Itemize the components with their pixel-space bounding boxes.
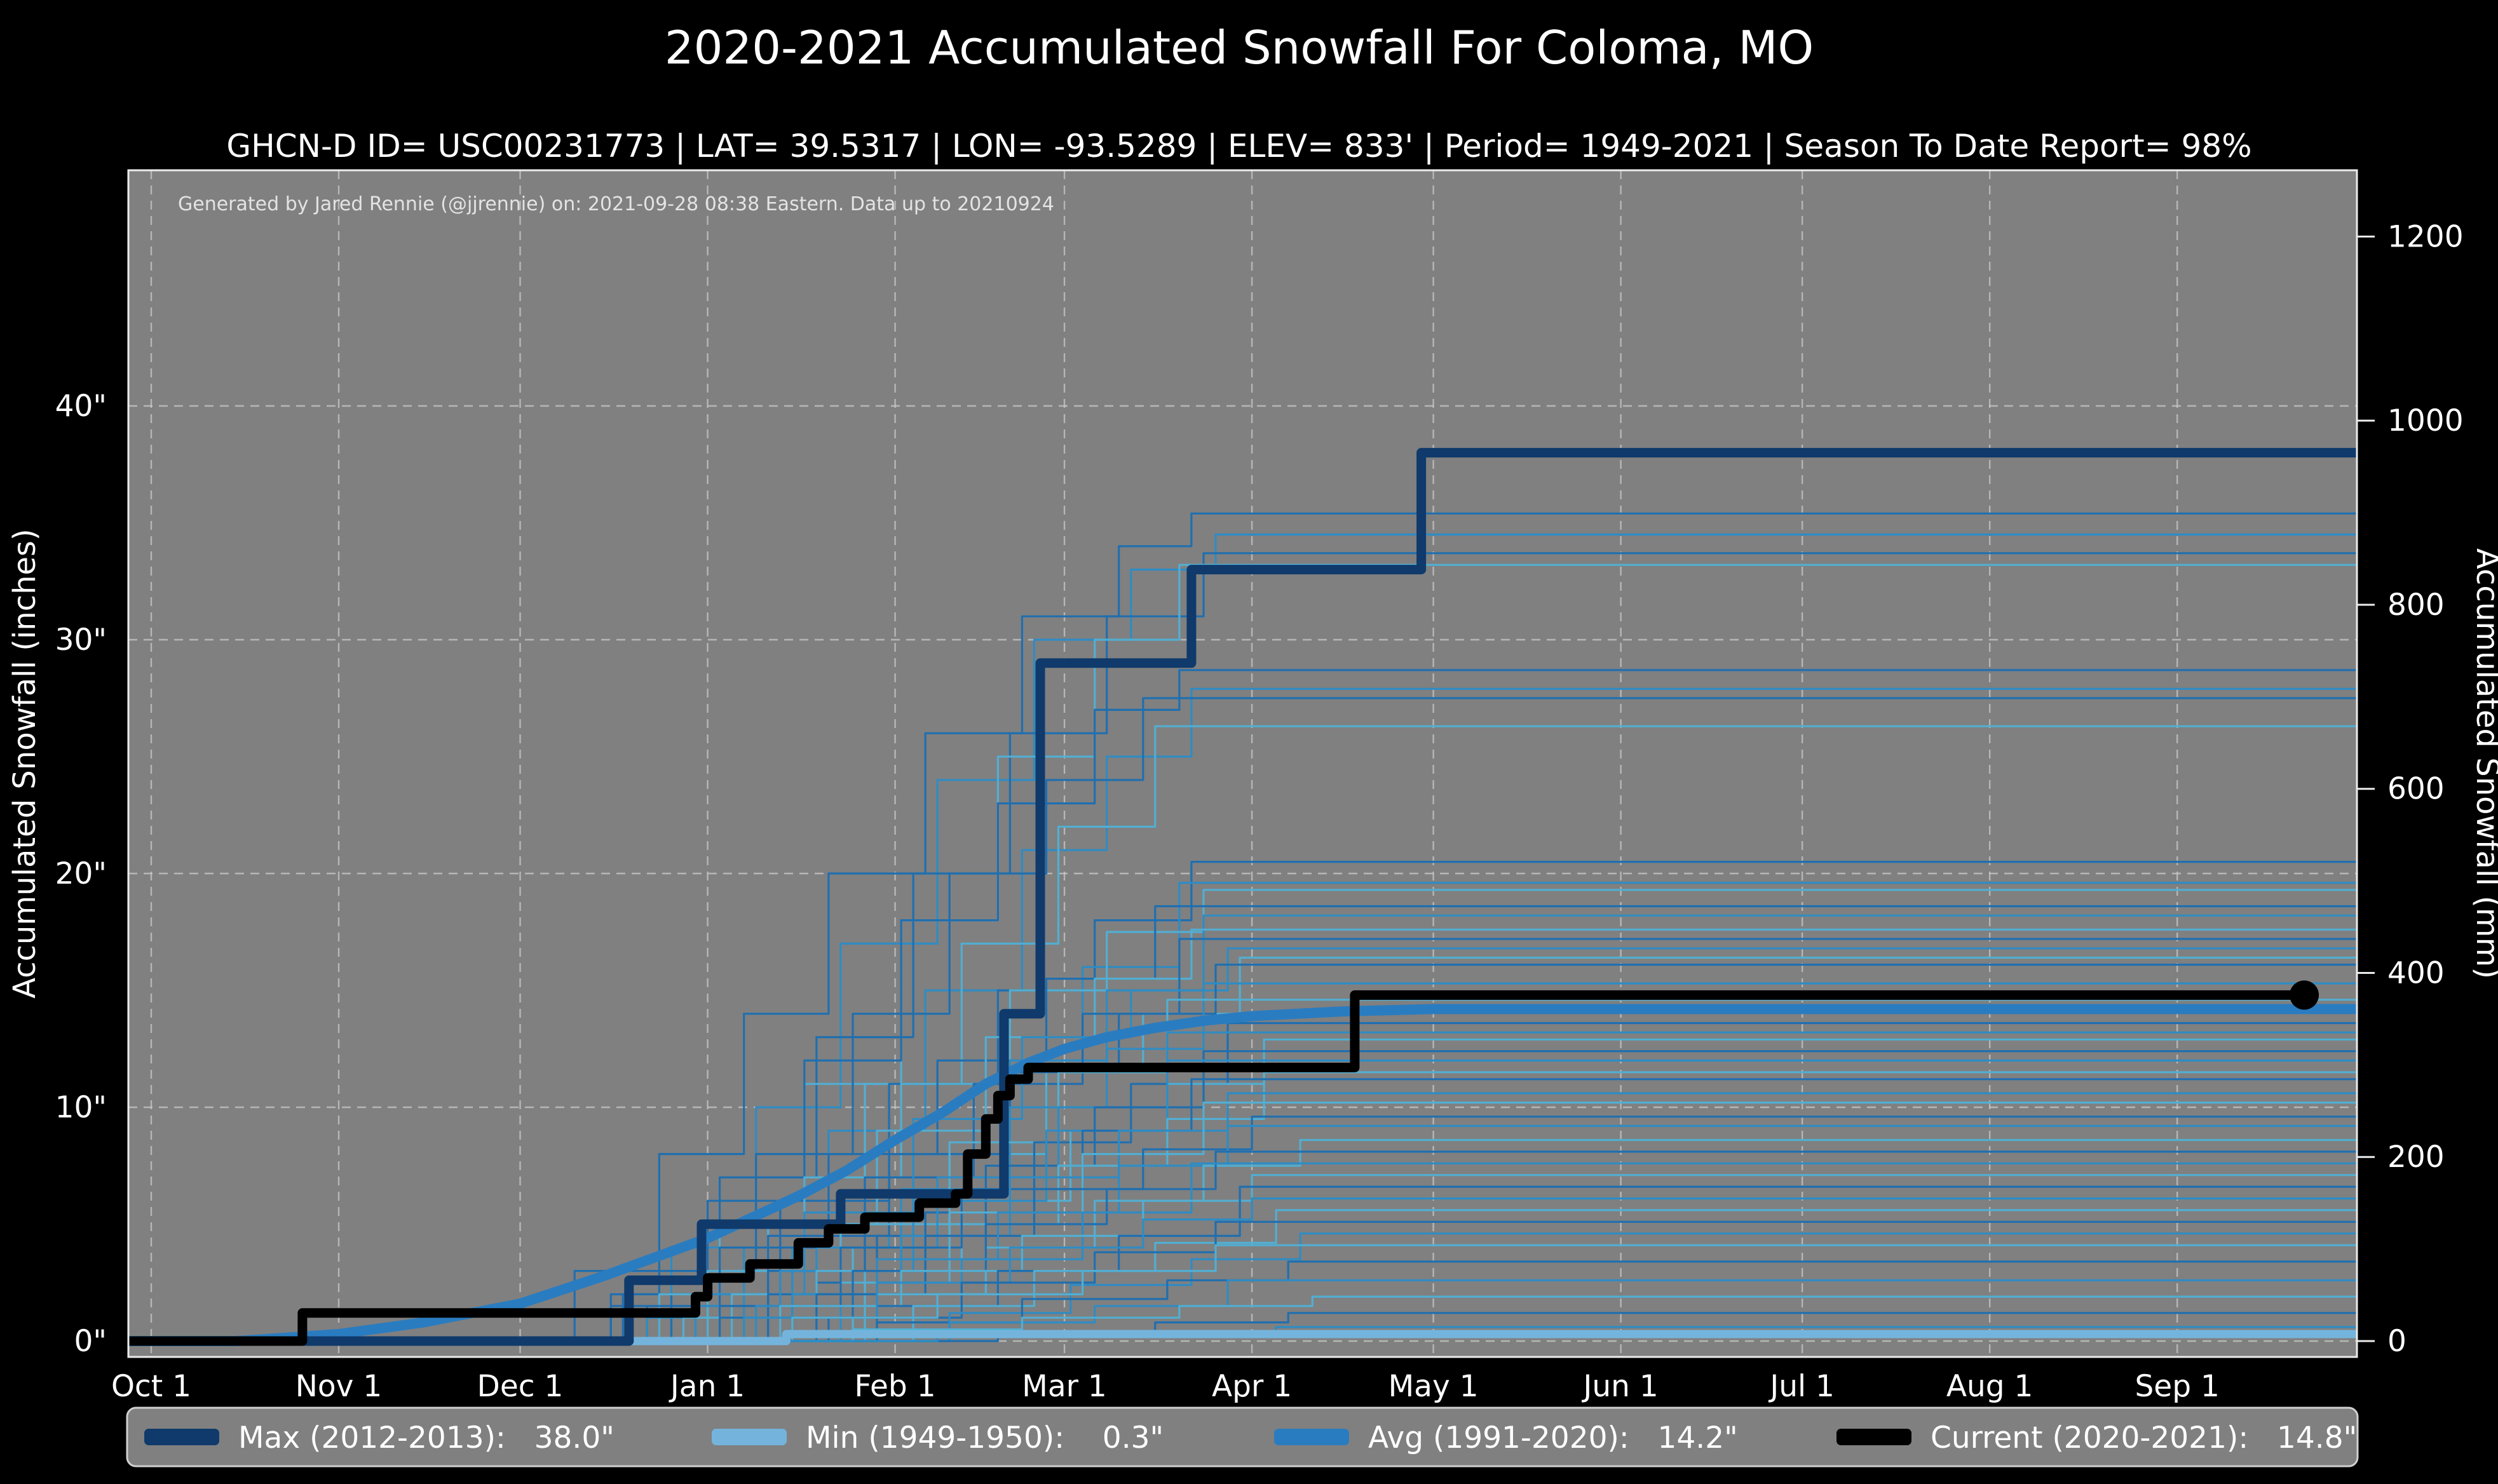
legend-swatch-min: [712, 1429, 787, 1445]
x-tick-label: Jul 1: [1768, 1369, 1835, 1404]
x-tick-label: May 1: [1388, 1369, 1479, 1404]
y-left-tick-label: 0": [74, 1324, 107, 1359]
x-tick-label: Oct 1: [111, 1369, 191, 1404]
y-right-tick-label: 600: [2387, 772, 2445, 807]
y-left-tick-label: 20": [55, 856, 107, 891]
season-line: [659, 1174, 2357, 1342]
legend-swatch-max: [144, 1429, 219, 1445]
y-left-tick-label: 10": [55, 1090, 107, 1125]
page-title: 2020-2021 Accumulated Snowfall For Colom…: [665, 21, 1814, 74]
season-line: [599, 947, 2357, 1342]
max-season-line: [128, 448, 2357, 1346]
current-season-line: [128, 990, 2309, 1346]
y-left-tick-label: 30": [55, 623, 107, 658]
season-line: [587, 533, 2357, 1342]
plot-area: [128, 170, 2357, 1357]
x-tick-label: Jun 1: [1581, 1369, 1658, 1404]
legend-swatch-avg: [1274, 1429, 1349, 1445]
season-line: [550, 1102, 2357, 1342]
current-endpoint-dot: [2290, 980, 2319, 1010]
x-tick-label: Aug 1: [1946, 1369, 2033, 1404]
x-tick-label: Dec 1: [477, 1369, 564, 1404]
season-line: [550, 928, 2357, 1342]
plot-border: [127, 169, 2358, 1358]
legend-box: [126, 1406, 2359, 1467]
season-line: [635, 1124, 2357, 1342]
x-tick-label: Nov 1: [295, 1369, 383, 1404]
legend-label-max: Max (2012-2013): 38.0": [238, 1420, 614, 1455]
y-right-tick-label: 200: [2387, 1140, 2445, 1175]
y-left-axis-title: Accumulated Snowfall (inches): [7, 529, 43, 999]
season-line: [756, 956, 2357, 1342]
legend-label-current: Current (2020-2021): 14.8": [1931, 1420, 2357, 1455]
y-right-tick-label: 0: [2387, 1324, 2406, 1359]
x-tick-label: Sep 1: [2135, 1369, 2219, 1404]
season-line: [562, 697, 2357, 1342]
season-line: [611, 889, 2357, 1342]
x-tick-label: Jan 1: [669, 1369, 745, 1404]
x-tick-label: Mar 1: [1022, 1369, 1107, 1404]
attribution-note: Generated by Jared Rennie (@jjrennie) on…: [178, 193, 1054, 215]
y-left-tick-label: 40": [55, 389, 107, 424]
y-right-tick-label: 800: [2387, 588, 2445, 623]
season-line: [611, 1197, 2357, 1342]
legend-label-avg: Avg (1991-2020): 14.2": [1368, 1420, 1738, 1455]
season-line: [840, 1312, 2357, 1342]
y-right-tick-label: 400: [2387, 955, 2445, 990]
season-line: [647, 1244, 2357, 1342]
y-right-axis-title: Accumulated Snowfall (mm): [2469, 548, 2498, 979]
x-tick-label: Feb 1: [855, 1369, 936, 1404]
season-line: [587, 1150, 2357, 1342]
legend-label-min: Min (1949-1950): 0.3": [806, 1420, 1164, 1455]
tick-layer: 0" 10" 20" 30" 40" 0 200 400 600 800 1000 1200 Oct 1…: [55, 219, 2464, 1404]
legend: Max (2012-2013): 38.0" Min (1949-1950): 0…: [126, 1406, 2359, 1467]
y-right-tick-label: 1000: [2387, 403, 2464, 438]
season-line: [599, 1078, 2357, 1342]
y-right-tick-label: 1200: [2387, 219, 2464, 254]
series-layer: [128, 448, 2357, 1346]
season-line: [695, 1220, 2357, 1342]
season-line: [502, 512, 2357, 1342]
season-line: [683, 1092, 2357, 1342]
season-line: [695, 982, 2357, 1342]
chart-subtitle: GHCN-D ID= USC00231773 | LAT= 39.5317 | …: [226, 128, 2251, 165]
x-tick-label: Apr 1: [1212, 1369, 1292, 1404]
legend-swatch-current: [1836, 1429, 1911, 1445]
